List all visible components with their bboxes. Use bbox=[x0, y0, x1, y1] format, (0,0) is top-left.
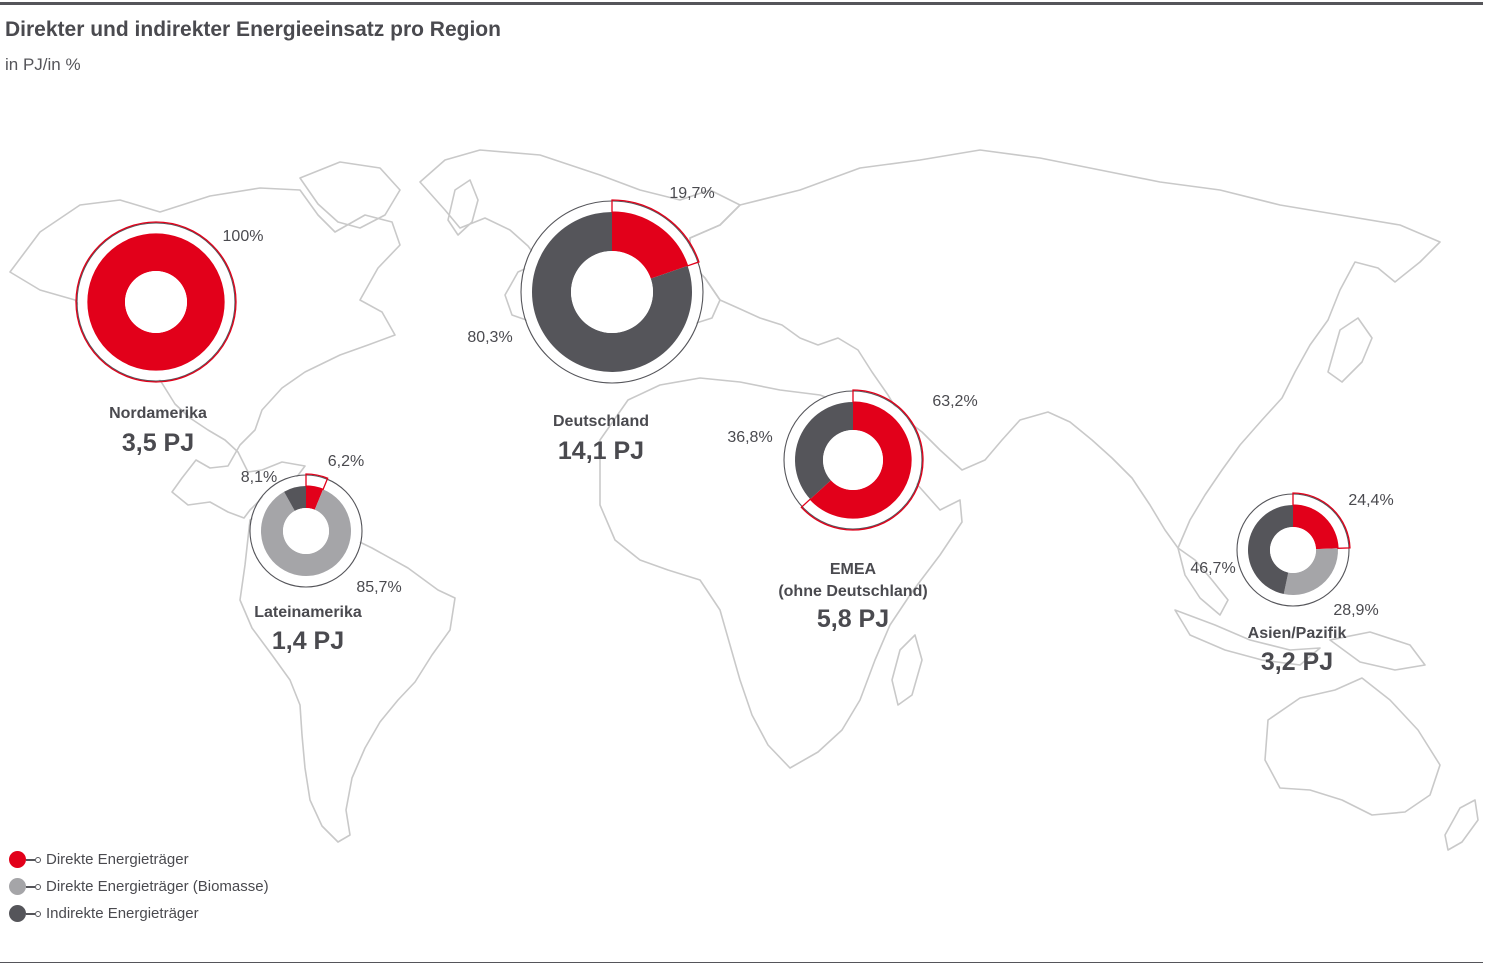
donut-layer: 100% Nordamerika 3,5 PJ 19,7% 80,3% Deutschla… bbox=[75, 185, 1394, 676]
donut-hole-deutschland bbox=[571, 251, 653, 333]
map-new-zealand bbox=[1444, 799, 1479, 851]
map-british-isles bbox=[447, 179, 479, 236]
donut-highlight-emea bbox=[800, 389, 924, 531]
region-name-emea-line2: (ohne Deutschland) bbox=[778, 583, 927, 600]
percent-label-lateinamerika-biomass: 85,7% bbox=[356, 579, 401, 596]
donut-segment-emea-direct bbox=[810, 402, 912, 518]
map-indochina bbox=[1177, 547, 1229, 616]
map-australia bbox=[1264, 677, 1441, 816]
bottom-rule bbox=[0, 962, 1483, 963]
donut-lateinamerika: 6,2% 85,7% 8,1% Lateinamerika 1,4 PJ bbox=[241, 453, 402, 655]
map-north-america bbox=[9, 187, 401, 519]
percent-label-asien-pazifik-indirect: 46,7% bbox=[1190, 560, 1235, 577]
donut-hole-nordamerika bbox=[125, 271, 187, 333]
map-africa bbox=[599, 377, 963, 769]
legend-swatch-biomass bbox=[9, 878, 26, 895]
donut-asien-pazifik: 24,4% 28,9% 46,7% Asien/Pazifik 3,2 PJ bbox=[1190, 492, 1393, 676]
region-total-lateinamerika: 1,4 PJ bbox=[272, 627, 344, 655]
donut-segment-lateinamerika-biomass bbox=[261, 489, 351, 576]
donut-segment-asien-pazifik-indirect bbox=[1248, 505, 1293, 595]
percent-label-lateinamerika-indirect: 8,1% bbox=[241, 469, 277, 486]
donut-segment-deutschland-indirect bbox=[532, 212, 692, 372]
region-name-lateinamerika: Lateinamerika bbox=[254, 604, 362, 621]
percent-label-asien-pazifik-direct: 24,4% bbox=[1348, 492, 1393, 509]
percent-label-asien-pazifik-biomass: 28,9% bbox=[1333, 602, 1378, 619]
legend-swatch-direct bbox=[9, 851, 26, 868]
percent-label-emea-indirect: 36,8% bbox=[727, 429, 772, 446]
percent-label-emea-direct: 63,2% bbox=[932, 393, 977, 410]
donut-segment-lateinamerika-indirect bbox=[284, 486, 306, 511]
donut-highlight-nordamerika bbox=[75, 221, 237, 383]
donut-highlight-asien-pazifik bbox=[1292, 492, 1351, 549]
legend-label-indirect: Indirekte Energieträger bbox=[46, 905, 199, 922]
donut-nordamerika: 100% Nordamerika 3,5 PJ bbox=[75, 221, 264, 457]
region-total-asien-pazifik: 3,2 PJ bbox=[1261, 648, 1333, 676]
donut-highlight-deutschland bbox=[611, 199, 700, 267]
percent-label-nordamerika-direct: 100% bbox=[223, 228, 264, 245]
legend-item-indirect: Indirekte Energieträger bbox=[9, 900, 269, 927]
map-japan bbox=[1327, 317, 1373, 383]
donut-segment-lateinamerika-direct bbox=[306, 486, 324, 510]
legend: Direkte Energieträger Direkte Energieträ… bbox=[9, 846, 269, 927]
map-south-america bbox=[239, 507, 456, 843]
map-new-guinea bbox=[1329, 631, 1426, 671]
region-name-emea: EMEA bbox=[830, 561, 877, 578]
donut-hole-lateinamerika bbox=[283, 508, 329, 554]
chart-subtitle: in PJ/in % bbox=[5, 55, 81, 74]
region-name-deutschland: Deutschland bbox=[553, 413, 649, 430]
map-madagascar bbox=[891, 634, 923, 706]
donut-highlight-lateinamerika bbox=[305, 473, 329, 491]
region-total-deutschland: 14,1 PJ bbox=[558, 437, 644, 465]
percent-label-lateinamerika-direct: 6,2% bbox=[328, 453, 364, 470]
donut-segment-nordamerika-direct bbox=[88, 234, 224, 370]
donut-segment-asien-pazifik-direct bbox=[1293, 505, 1338, 550]
chart-title: Direkter und indirekter Energieeinsatz p… bbox=[5, 18, 501, 41]
legend-item-biomass: Direkte Energieträger (Biomasse) bbox=[9, 873, 269, 900]
donut-segment-deutschland-direct bbox=[612, 212, 688, 279]
donut-hole-emea bbox=[823, 430, 883, 490]
donut-hole-asien-pazifik bbox=[1270, 527, 1316, 573]
donut-segment-emea-indirect bbox=[794, 402, 853, 500]
donut-segment-asien-pazifik-biomass bbox=[1283, 548, 1338, 595]
top-rule bbox=[0, 2, 1483, 5]
legend-label-direct: Direkte Energieträger bbox=[46, 851, 189, 868]
legend-item-direct: Direkte Energieträger bbox=[9, 846, 269, 873]
world-map bbox=[9, 149, 1479, 851]
region-total-nordamerika: 3,5 PJ bbox=[122, 429, 194, 457]
legend-swatch-indirect bbox=[9, 905, 26, 922]
region-total-emea: 5,8 PJ bbox=[817, 605, 889, 633]
donut-deutschland: 19,7% 80,3% Deutschland 14,1 PJ bbox=[467, 185, 714, 465]
donut-emea: 63,2% 36,8% EMEA (ohne Deutschland) 5,8 PJ bbox=[727, 389, 978, 633]
map-greenland bbox=[299, 161, 401, 229]
donut-ring-nordamerika bbox=[76, 222, 236, 382]
percent-label-deutschland-direct: 19,7% bbox=[669, 185, 714, 202]
legend-label-biomass: Direkte Energieträger (Biomasse) bbox=[46, 878, 269, 895]
map-asia bbox=[689, 149, 1441, 549]
region-name-nordamerika: Nordamerika bbox=[109, 405, 207, 422]
percent-label-deutschland-indirect: 80,3% bbox=[467, 329, 512, 346]
region-name-asien-pazifik: Asien/Pazifik bbox=[1248, 625, 1347, 642]
map-indonesia bbox=[1174, 609, 1321, 666]
